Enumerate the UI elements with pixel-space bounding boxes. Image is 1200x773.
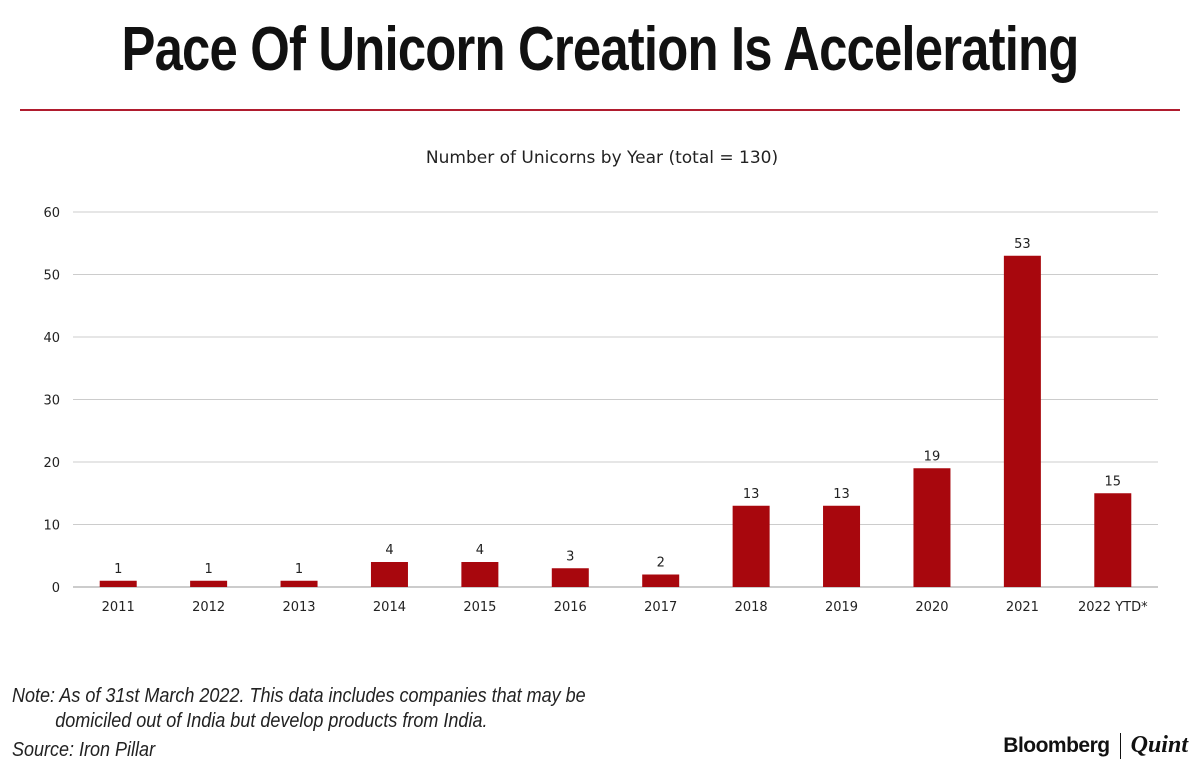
source-note: Source: Iron Pillar bbox=[12, 739, 156, 761]
brand-logo: Bloomberg Quint bbox=[1003, 732, 1188, 759]
grid-lines bbox=[73, 211, 1158, 588]
bar-2011 bbox=[99, 580, 137, 587]
headline: Pace Of Unicorn Creation Is Accelerating bbox=[121, 15, 1080, 84]
bar-2018 bbox=[732, 505, 770, 587]
data-label: 3 bbox=[566, 549, 574, 564]
bar-2013 bbox=[280, 580, 318, 587]
unicorn-bar-chart: Number of Unicorns by Year (total = 130)… bbox=[43, 148, 1158, 615]
data-label: 4 bbox=[476, 543, 484, 558]
data-label: 1 bbox=[114, 562, 122, 577]
bar-2015 bbox=[461, 562, 499, 587]
x-tick-label: 2014 bbox=[373, 600, 406, 615]
data-label: 15 bbox=[1105, 474, 1122, 489]
x-tick-label: 2022 YTD* bbox=[1078, 600, 1148, 615]
y-tick-label: 20 bbox=[43, 456, 60, 471]
footnote: Note: As of 31st March 2022. This data i… bbox=[12, 684, 586, 734]
x-tick-label: 2018 bbox=[735, 600, 768, 615]
y-tick-labels: 0 10 20 30 40 50 60 bbox=[43, 206, 60, 596]
bar-2019 bbox=[823, 505, 861, 587]
footnote-line-2: domiciled out of India but develop produ… bbox=[55, 710, 488, 732]
x-tick-label: 2012 bbox=[192, 600, 225, 615]
data-label: 1 bbox=[295, 562, 303, 577]
bar-2014 bbox=[370, 562, 408, 587]
y-tick-label: 10 bbox=[43, 519, 60, 534]
data-label: 1 bbox=[204, 562, 212, 577]
data-label: 4 bbox=[385, 543, 393, 558]
y-tick-label: 60 bbox=[43, 206, 60, 221]
bar-2012 bbox=[190, 580, 228, 587]
footnote-line-1: Note: As of 31st March 2022. This data i… bbox=[12, 685, 586, 707]
bar-2016 bbox=[551, 568, 589, 587]
data-label: 19 bbox=[924, 449, 941, 464]
x-tick-label: 2015 bbox=[463, 600, 496, 615]
data-label: 13 bbox=[743, 487, 760, 502]
x-tick-label: 2021 bbox=[1006, 600, 1039, 615]
headline-rule bbox=[20, 109, 1180, 111]
y-tick-label: 50 bbox=[43, 269, 60, 284]
y-tick-label: 0 bbox=[52, 581, 60, 596]
data-label: 13 bbox=[833, 487, 850, 502]
x-tick-label: 2019 bbox=[825, 600, 858, 615]
x-tick-label: 2017 bbox=[644, 600, 677, 615]
bar-2021 bbox=[1003, 255, 1041, 587]
brand-quint: Quint bbox=[1130, 732, 1188, 758]
x-tick-label: 2016 bbox=[554, 600, 587, 615]
chart-title: Number of Unicorns by Year (total = 130) bbox=[426, 148, 778, 168]
y-tick-label: 30 bbox=[43, 394, 60, 409]
x-tick-label: 2020 bbox=[915, 600, 948, 615]
bar-2017 bbox=[642, 574, 680, 587]
brand-bloomberg: Bloomberg bbox=[1003, 733, 1110, 757]
y-tick-label: 40 bbox=[43, 331, 60, 346]
x-tick-label: 2013 bbox=[282, 600, 315, 615]
bars bbox=[99, 255, 1132, 587]
x-tick-label: 2011 bbox=[102, 600, 135, 615]
data-label: 2 bbox=[657, 556, 665, 571]
data-label: 53 bbox=[1014, 237, 1031, 252]
brand-divider bbox=[1119, 732, 1121, 759]
bar-2022-ytd- bbox=[1094, 493, 1132, 587]
bar-2020 bbox=[913, 468, 951, 587]
data-labels: 1 1 1 4 4 3 2 13 13 19 53 15 bbox=[114, 237, 1121, 577]
x-tick-labels: 2011 2012 2013 2014 2015 2016 2017 2018 2019 2020… bbox=[102, 600, 1148, 615]
